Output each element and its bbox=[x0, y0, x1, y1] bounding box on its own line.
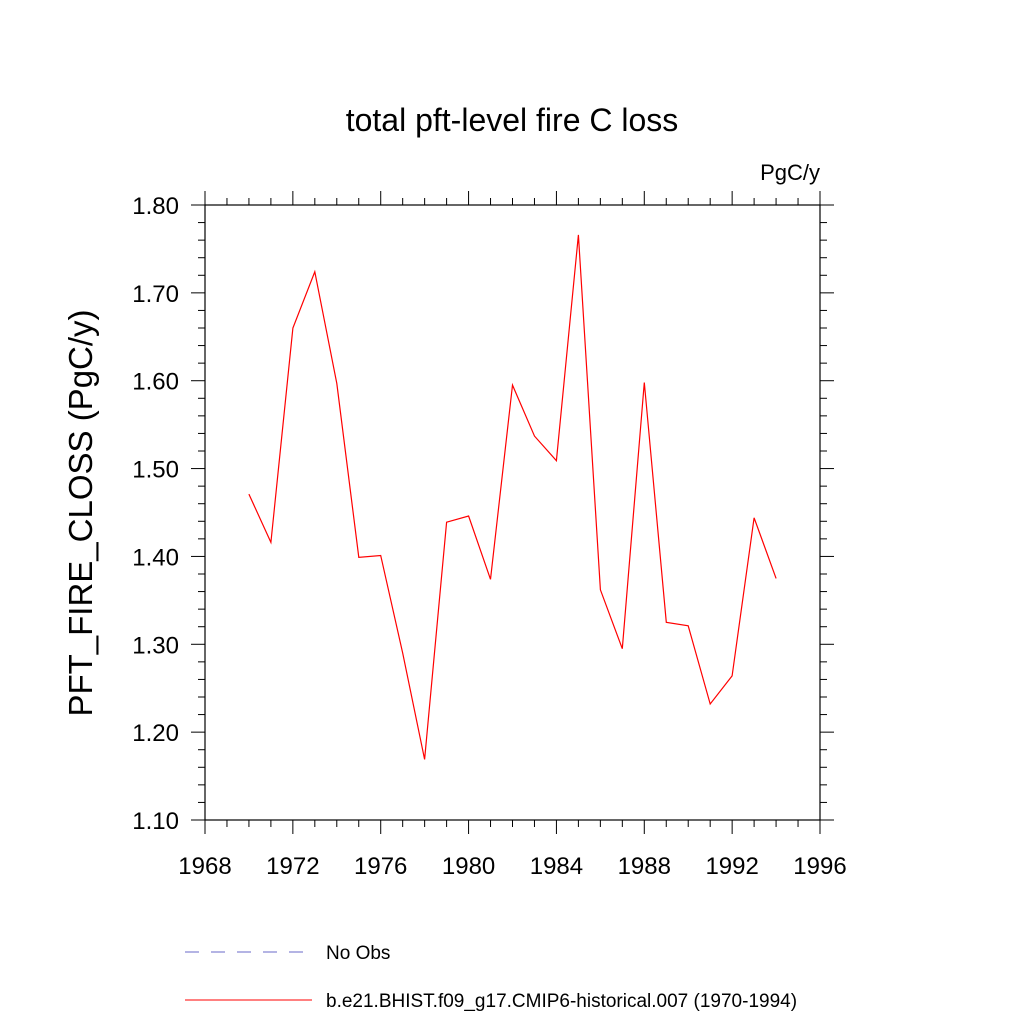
x-tick-label: 1988 bbox=[618, 853, 671, 880]
y-tick-label: 1.10 bbox=[132, 808, 179, 835]
x-tick-label: 1992 bbox=[705, 853, 758, 880]
y-tick-label: 1.50 bbox=[132, 457, 179, 484]
x-tick-label: 1972 bbox=[266, 853, 319, 880]
x-tick-label: 1980 bbox=[442, 853, 495, 880]
chart-title: total pft-level fire C loss bbox=[346, 102, 679, 138]
y-tick-label: 1.20 bbox=[132, 720, 179, 747]
plot-frame bbox=[204, 204, 821, 821]
y-tick-label: 1.80 bbox=[132, 193, 179, 220]
axis-tick-labels: 1968 1972 1976 1980 1984 1988 1992 1996 1.10 1.20… bbox=[132, 193, 846, 880]
legend-label: No Obs bbox=[326, 943, 390, 964]
y-axis-label: PFT_FIRE_CLOSS (PgC/y) bbox=[62, 309, 99, 716]
units-label: PgC/y bbox=[760, 160, 820, 185]
x-tick-label: 1968 bbox=[178, 853, 231, 880]
series-line bbox=[248, 234, 777, 760]
legend: No Obs b.e21.BHIST.f09_g17.CMIP6-historic… bbox=[185, 943, 797, 1012]
y-tick-label: 1.60 bbox=[132, 369, 179, 396]
y-tick-label: 1.70 bbox=[132, 281, 179, 308]
x-tick-label: 1984 bbox=[530, 853, 583, 880]
axis-ticks bbox=[191, 191, 834, 834]
x-tick-label: 1996 bbox=[793, 853, 846, 880]
series-group bbox=[248, 234, 777, 760]
legend-label: b.e21.BHIST.f09_g17.CMIP6-historical.007… bbox=[326, 991, 797, 1012]
x-tick-label: 1976 bbox=[354, 853, 407, 880]
y-tick-label: 1.30 bbox=[132, 632, 179, 659]
y-tick-label: 1.40 bbox=[132, 544, 179, 571]
